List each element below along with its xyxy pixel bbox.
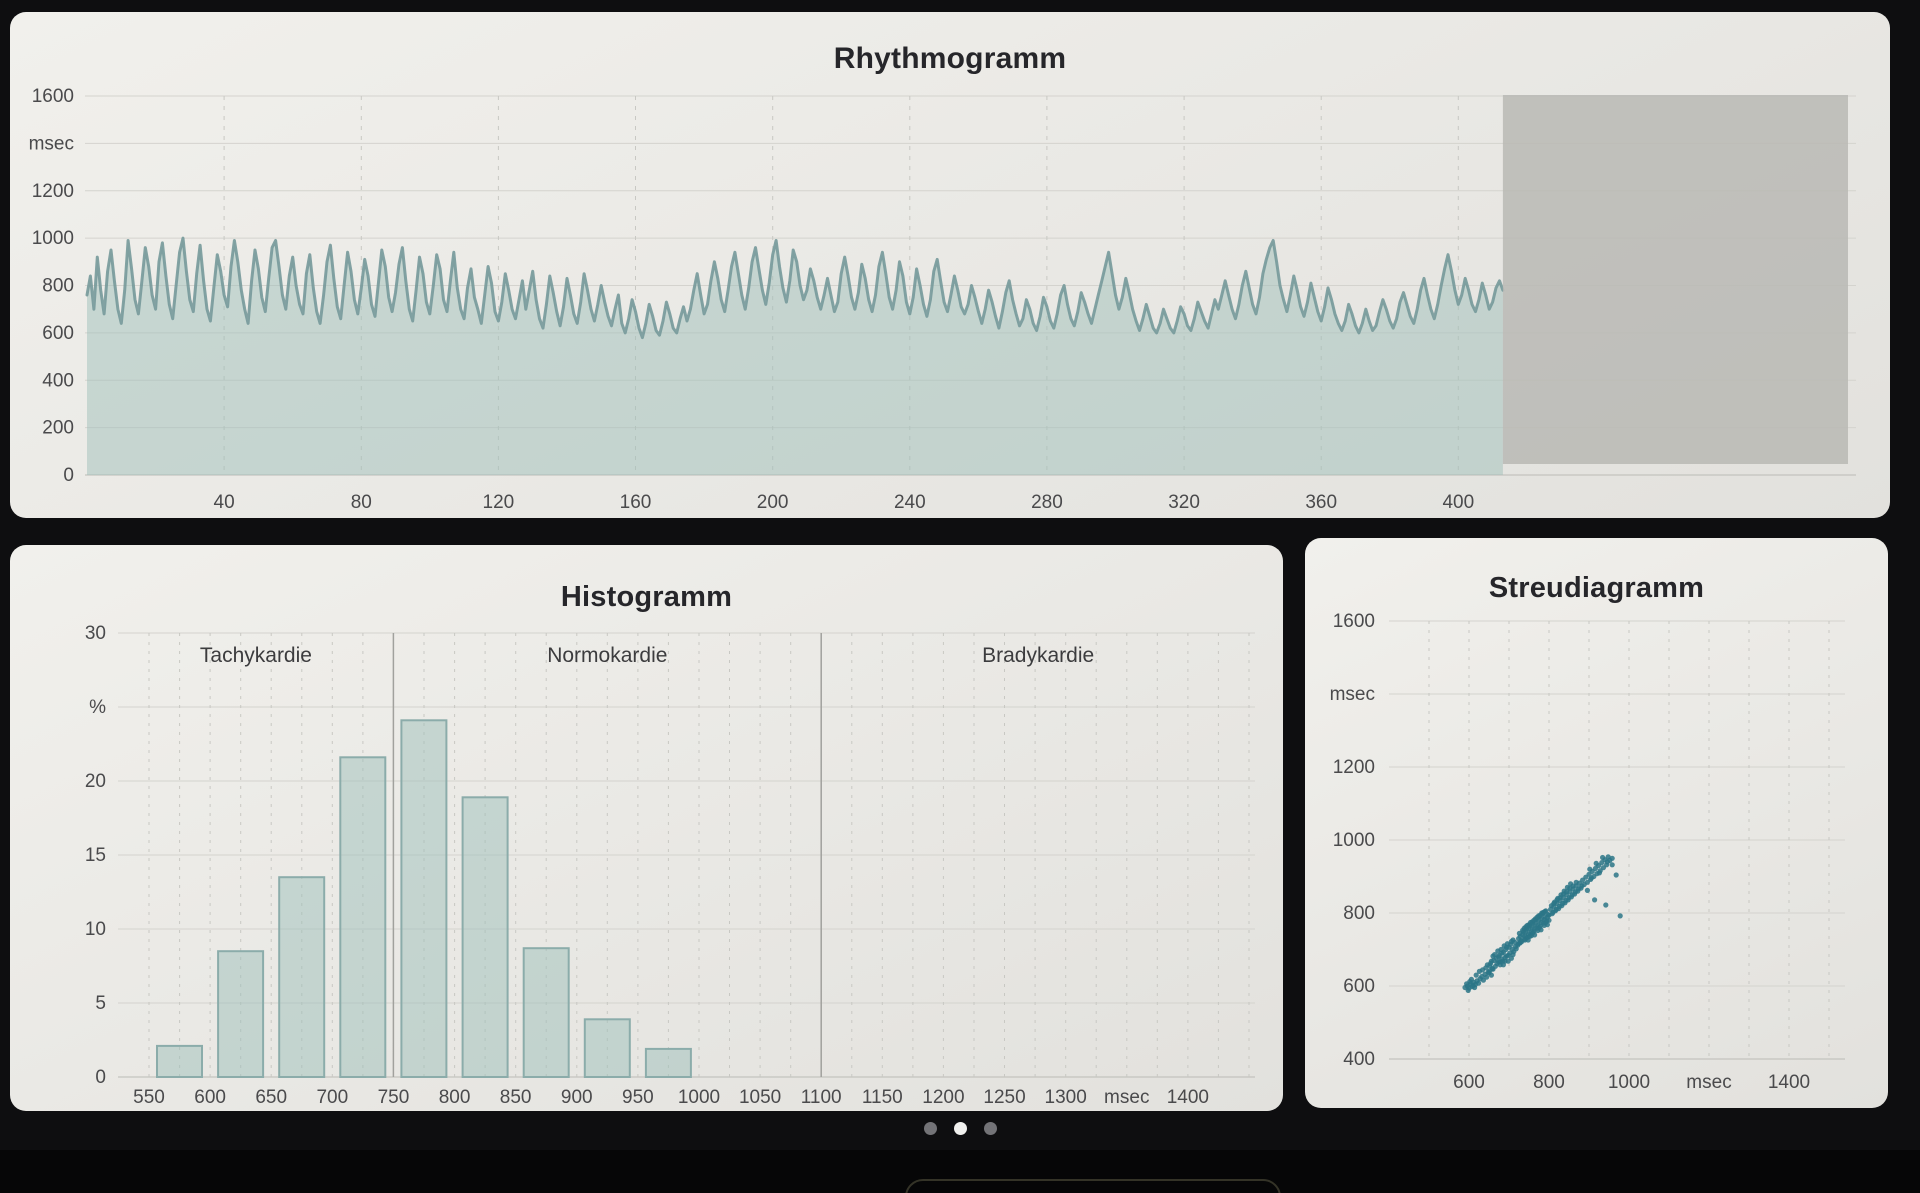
svg-text:280: 280 — [1031, 492, 1063, 513]
svg-text:1400: 1400 — [1167, 1087, 1209, 1108]
svg-text:Tachykardie: Tachykardie — [200, 644, 312, 667]
svg-text:1600: 1600 — [32, 86, 74, 107]
svg-text:1250: 1250 — [983, 1087, 1025, 1108]
rr-line — [85, 236, 1505, 340]
svg-text:0: 0 — [63, 465, 74, 486]
histogram-y-labels: 30% 20 15 10 5 0 — [85, 623, 106, 1088]
svg-text:msec: msec — [29, 133, 74, 154]
svg-text:msec: msec — [1330, 684, 1375, 705]
svg-text:800: 800 — [439, 1087, 471, 1108]
svg-text:800: 800 — [1343, 903, 1375, 924]
svg-text:15: 15 — [85, 845, 106, 866]
svg-text:120: 120 — [483, 492, 515, 513]
svg-text:400: 400 — [1343, 1049, 1375, 1070]
svg-text:msec: msec — [1104, 1087, 1149, 1108]
svg-text:750: 750 — [378, 1087, 410, 1108]
svg-text:160: 160 — [620, 492, 652, 513]
histogram-title: Histogramm — [560, 581, 733, 613]
svg-text:600: 600 — [1343, 976, 1375, 997]
scatter-panel: Streudiagramm 1600 msec 1200 1000 800 600 400 6… — [1305, 538, 1888, 1108]
scatter-grid — [1389, 620, 1845, 1060]
svg-text:600: 600 — [1453, 1072, 1485, 1093]
page-dot-1[interactable] — [923, 1122, 937, 1135]
svg-text:600: 600 — [42, 323, 74, 344]
rhythmogram-panel: Rhythmogramm 1600 msec 1200 1000 800 600 400 20… — [10, 12, 1890, 518]
svg-text:20: 20 — [85, 771, 106, 792]
rhythmogram-title: Rhythmogramm — [833, 42, 1067, 75]
svg-text:240: 240 — [894, 492, 926, 513]
svg-text:900: 900 — [561, 1087, 593, 1108]
svg-text:400: 400 — [1442, 492, 1474, 513]
svg-text:Bradykardie: Bradykardie — [982, 644, 1094, 667]
svg-text:30: 30 — [85, 623, 106, 644]
svg-text:1600: 1600 — [1333, 611, 1375, 632]
svg-text:1150: 1150 — [862, 1087, 903, 1108]
svg-text:800: 800 — [42, 276, 74, 297]
histogram-x-labels: 550 600 650 700 750 800 850 900 950 1000 1050 1100 1… — [133, 1087, 1209, 1108]
svg-text:1000: 1000 — [1333, 830, 1375, 851]
svg-text:360: 360 — [1305, 492, 1337, 513]
tablet-bezel — [0, 1150, 1920, 1193]
svg-text:1100: 1100 — [801, 1087, 842, 1108]
svg-text:1200: 1200 — [922, 1087, 964, 1108]
svg-text:200: 200 — [757, 492, 789, 513]
tablet-bezel-accent — [905, 1179, 1281, 1193]
histogram-bars — [156, 719, 692, 1079]
svg-text:Normokardie: Normokardie — [547, 644, 667, 667]
scatter-y-labels: 1600 msec 1200 1000 800 600 400 — [1330, 611, 1375, 1070]
svg-text:1400: 1400 — [1768, 1072, 1810, 1093]
svg-text:msec: msec — [1686, 1072, 1731, 1093]
histogram-chart: Tachykardie Normokardie Bradykardie 30% 20 15… — [85, 623, 1255, 1108]
svg-text:950: 950 — [622, 1087, 654, 1108]
zone-labels: Tachykardie Normokardie Bradykardie — [200, 644, 1094, 667]
histogram-panel: Histogramm Tachykardie Normokardie Bradyka… — [10, 545, 1283, 1111]
page-indicator — [0, 1122, 1920, 1135]
page-dot-3[interactable] — [983, 1122, 997, 1135]
svg-text:40: 40 — [214, 492, 235, 513]
svg-text:600: 600 — [194, 1087, 226, 1108]
svg-text:%: % — [89, 697, 106, 718]
svg-text:80: 80 — [351, 492, 372, 513]
svg-text:10: 10 — [85, 919, 106, 940]
svg-text:1200: 1200 — [32, 181, 74, 202]
rhythmogram-x-labels: 40 80 120 160 200 240 280 320 360 400 — [214, 492, 1475, 513]
page-dot-2[interactable] — [953, 1122, 967, 1135]
svg-text:200: 200 — [42, 418, 74, 439]
svg-text:1000: 1000 — [678, 1087, 720, 1108]
svg-text:650: 650 — [255, 1087, 287, 1108]
svg-text:1000: 1000 — [1608, 1072, 1650, 1093]
svg-text:1050: 1050 — [739, 1087, 781, 1108]
svg-text:5: 5 — [95, 993, 106, 1014]
svg-text:400: 400 — [42, 370, 74, 391]
svg-text:1200: 1200 — [1333, 757, 1375, 778]
svg-text:1000: 1000 — [32, 228, 74, 249]
rr-area — [87, 238, 1503, 475]
scatter-points — [1462, 854, 1623, 993]
svg-text:850: 850 — [500, 1087, 532, 1108]
svg-text:550: 550 — [133, 1087, 165, 1108]
scatter-x-labels: 600 800 1000 msec 1400 — [1453, 1072, 1810, 1093]
no-data-overlay — [1502, 95, 1848, 464]
rhythmogram-y-labels: 1600 msec 1200 1000 800 600 400 200 0 — [29, 86, 74, 486]
svg-text:700: 700 — [316, 1087, 348, 1108]
svg-text:320: 320 — [1168, 492, 1200, 513]
scatter-title: Streudiagramm — [1488, 572, 1705, 604]
svg-text:800: 800 — [1533, 1072, 1565, 1093]
svg-text:0: 0 — [95, 1067, 106, 1088]
svg-text:1300: 1300 — [1045, 1087, 1087, 1108]
rhythmogram-chart: 1600 msec 1200 1000 800 600 400 200 0 40 80 120 160 2… — [29, 86, 1856, 513]
